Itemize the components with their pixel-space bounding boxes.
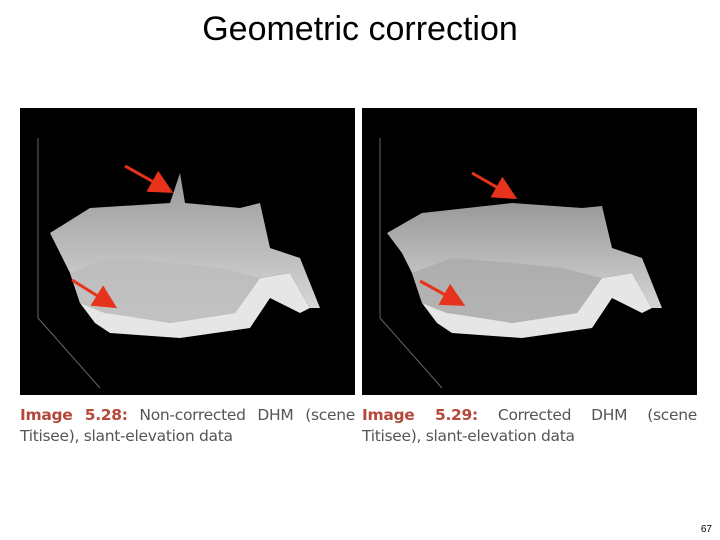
caption-text: Corrected DHM (scene Titisee), slant-ele… xyxy=(362,406,697,445)
terrain-image xyxy=(362,108,697,395)
caption-label: Image 5.29: xyxy=(362,406,478,424)
page-number: 67 xyxy=(700,524,712,535)
caption: Image 5.28: Non-corrected DHM (scene Tit… xyxy=(20,405,355,447)
terrain-image xyxy=(20,108,355,395)
caption: Image 5.29: Corrected DHM (scene Titisee… xyxy=(362,405,697,447)
caption-text: Non-corrected DHM (scene Titisee), slant… xyxy=(20,406,355,445)
figure: Image 5.28: Non-corrected DHM (scene Tit… xyxy=(20,108,355,447)
caption-label: Image 5.28: xyxy=(20,406,128,424)
figure: Image 5.29: Corrected DHM (scene Titisee… xyxy=(362,108,697,447)
slide-title: Geometric correction xyxy=(202,10,518,48)
